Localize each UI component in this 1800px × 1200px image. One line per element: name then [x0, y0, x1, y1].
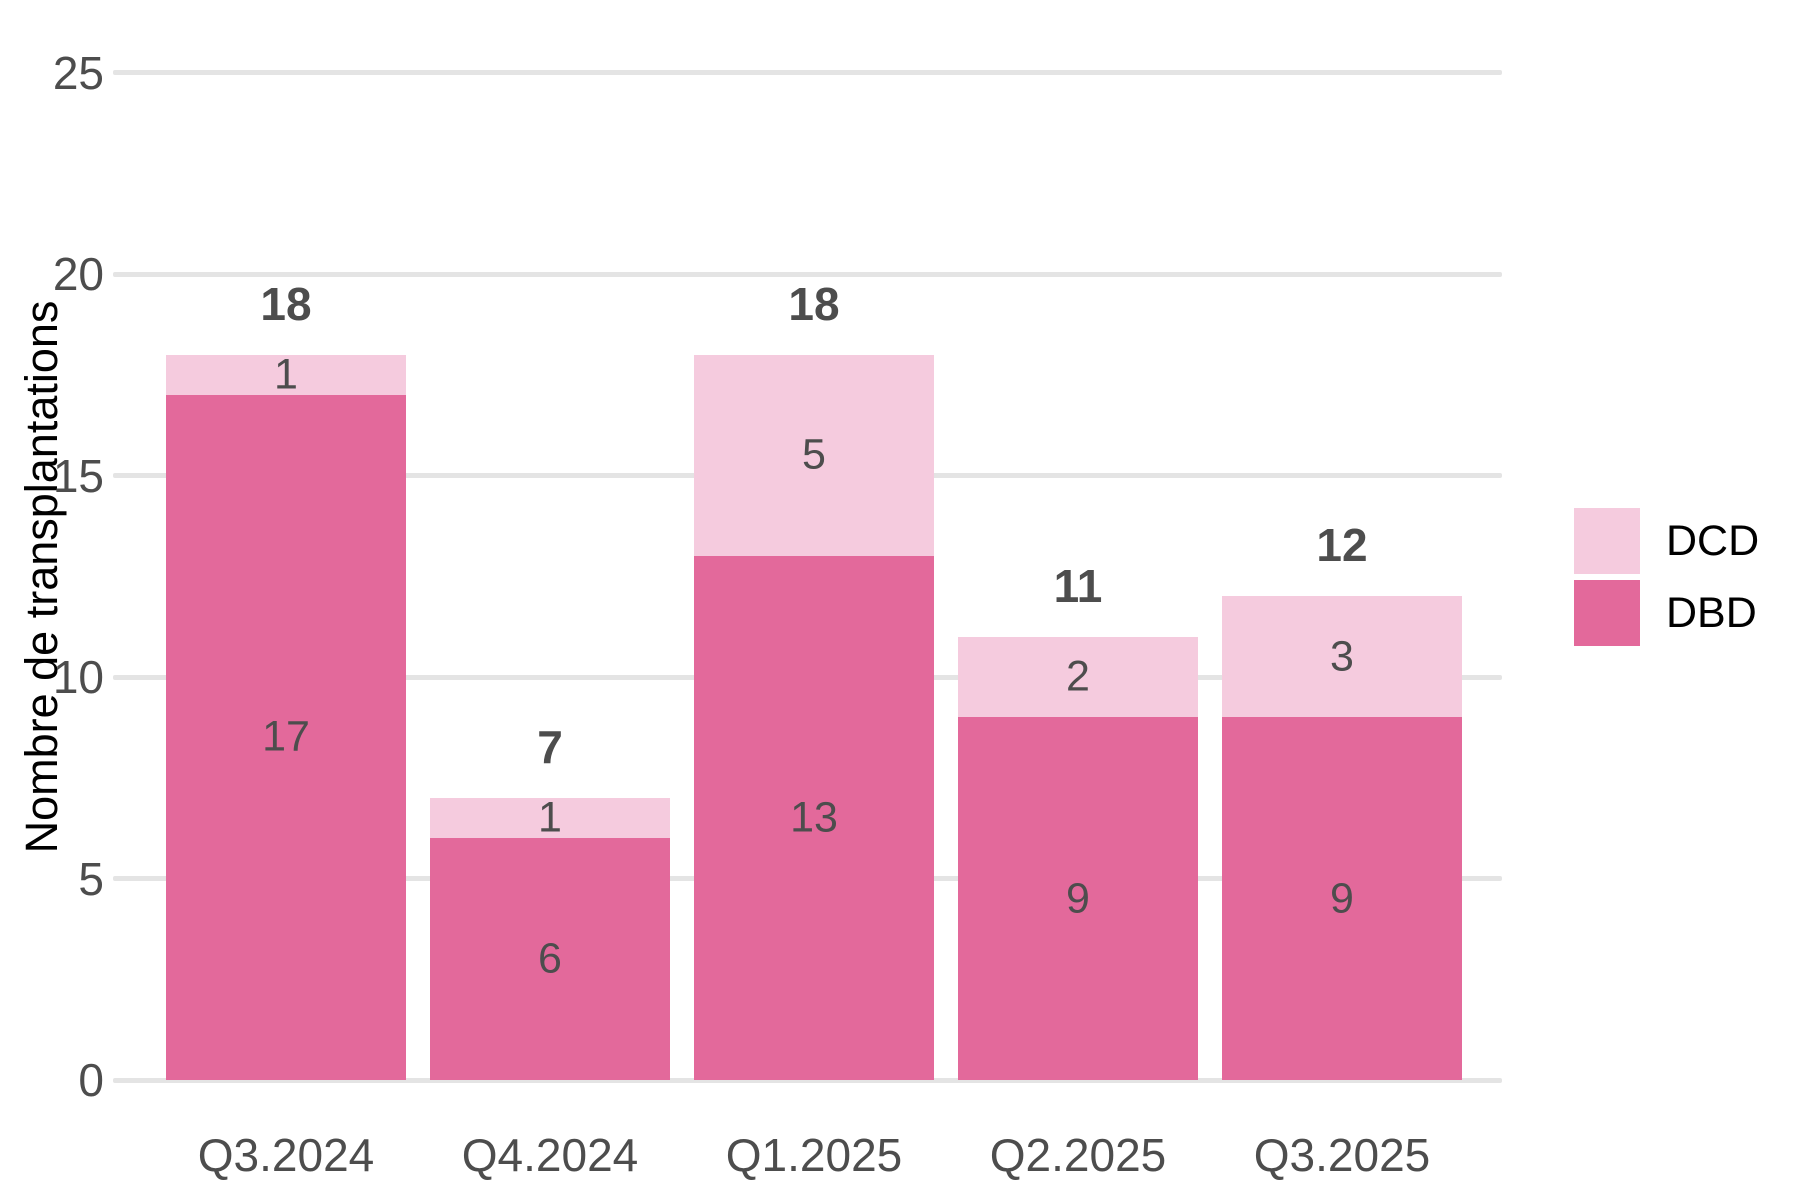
- legend-item-dbd: DBD: [1574, 580, 1759, 646]
- value-label-Q2.2025-dcd: 2: [1066, 652, 1090, 701]
- dcd-color-swatch: [1574, 508, 1640, 574]
- total-label-Q4.2024: 7: [537, 720, 563, 773]
- legend-item-dcd: DCD: [1574, 508, 1759, 574]
- legend-label-dbd: DBD: [1666, 588, 1757, 637]
- bar-Q3.2025-dbd: [1222, 717, 1462, 1080]
- bar-Q2.2025-dbd: [958, 717, 1198, 1080]
- x-tick-Q1.2025: Q1.2025: [725, 1129, 903, 1181]
- bar-Q1.2025-dcd: [694, 354, 934, 557]
- y-tick-0: 0: [78, 1054, 104, 1106]
- value-label-Q3.2024-dcd: 1: [274, 350, 298, 399]
- value-label-Q3.2024-dbd: 17: [262, 712, 310, 761]
- y-tick-5: 5: [78, 852, 104, 905]
- legend-label-dcd: DCD: [1666, 516, 1760, 565]
- value-label-Q4.2024-dbd: 6: [538, 934, 562, 983]
- bar-Q4.2024-dcd: [430, 797, 670, 839]
- bar-Q3.2024-dcd: [166, 354, 406, 395]
- gridline-y0: [113, 1077, 1502, 1083]
- bar-Q3.2025-dcd: [1222, 596, 1462, 718]
- bar-Q1.2025-dbd: [694, 556, 934, 1080]
- bar-Q3.2024-dbd: [166, 394, 406, 1080]
- legend: DCD DBD: [1574, 508, 1759, 652]
- value-label-Q3.2025-dcd: 3: [1330, 632, 1354, 681]
- gridline-y25: [113, 70, 1502, 75]
- y-tick-10: 10: [52, 651, 104, 703]
- y-tick-15: 15: [52, 449, 104, 502]
- bar-Q2.2025-dcd: [958, 636, 1198, 718]
- total-label-Q3.2025: 12: [1316, 519, 1368, 572]
- total-label-Q3.2024: 18: [260, 277, 312, 330]
- value-label-Q3.2025-dbd: 9: [1330, 874, 1354, 923]
- x-tick-Q2.2025: Q2.2025: [989, 1129, 1167, 1181]
- value-label-Q4.2024-dcd: 1: [538, 793, 562, 842]
- y-tick-25: 25: [52, 46, 104, 99]
- value-label-Q1.2025-dcd: 5: [802, 430, 826, 479]
- bar-Q4.2024-dbd: [430, 838, 670, 1080]
- y-tick-20: 20: [52, 248, 104, 300]
- value-label-Q1.2025-dbd: 13: [790, 793, 838, 842]
- total-label-Q1.2025: 18: [788, 277, 840, 330]
- y-axis-title: Nombre de transplantations: [16, 300, 67, 854]
- x-tick-Q3.2024: Q3.2024: [197, 1129, 375, 1181]
- dbd-color-swatch: [1574, 580, 1640, 646]
- total-label-Q2.2025: 11: [1053, 559, 1103, 612]
- x-tick-Q4.2024: Q4.2024: [461, 1129, 639, 1181]
- x-tick-Q3.2025: Q3.2025: [1253, 1129, 1431, 1181]
- gridline-y20: [113, 271, 1502, 277]
- value-label-Q2.2025-dbd: 9: [1066, 874, 1090, 923]
